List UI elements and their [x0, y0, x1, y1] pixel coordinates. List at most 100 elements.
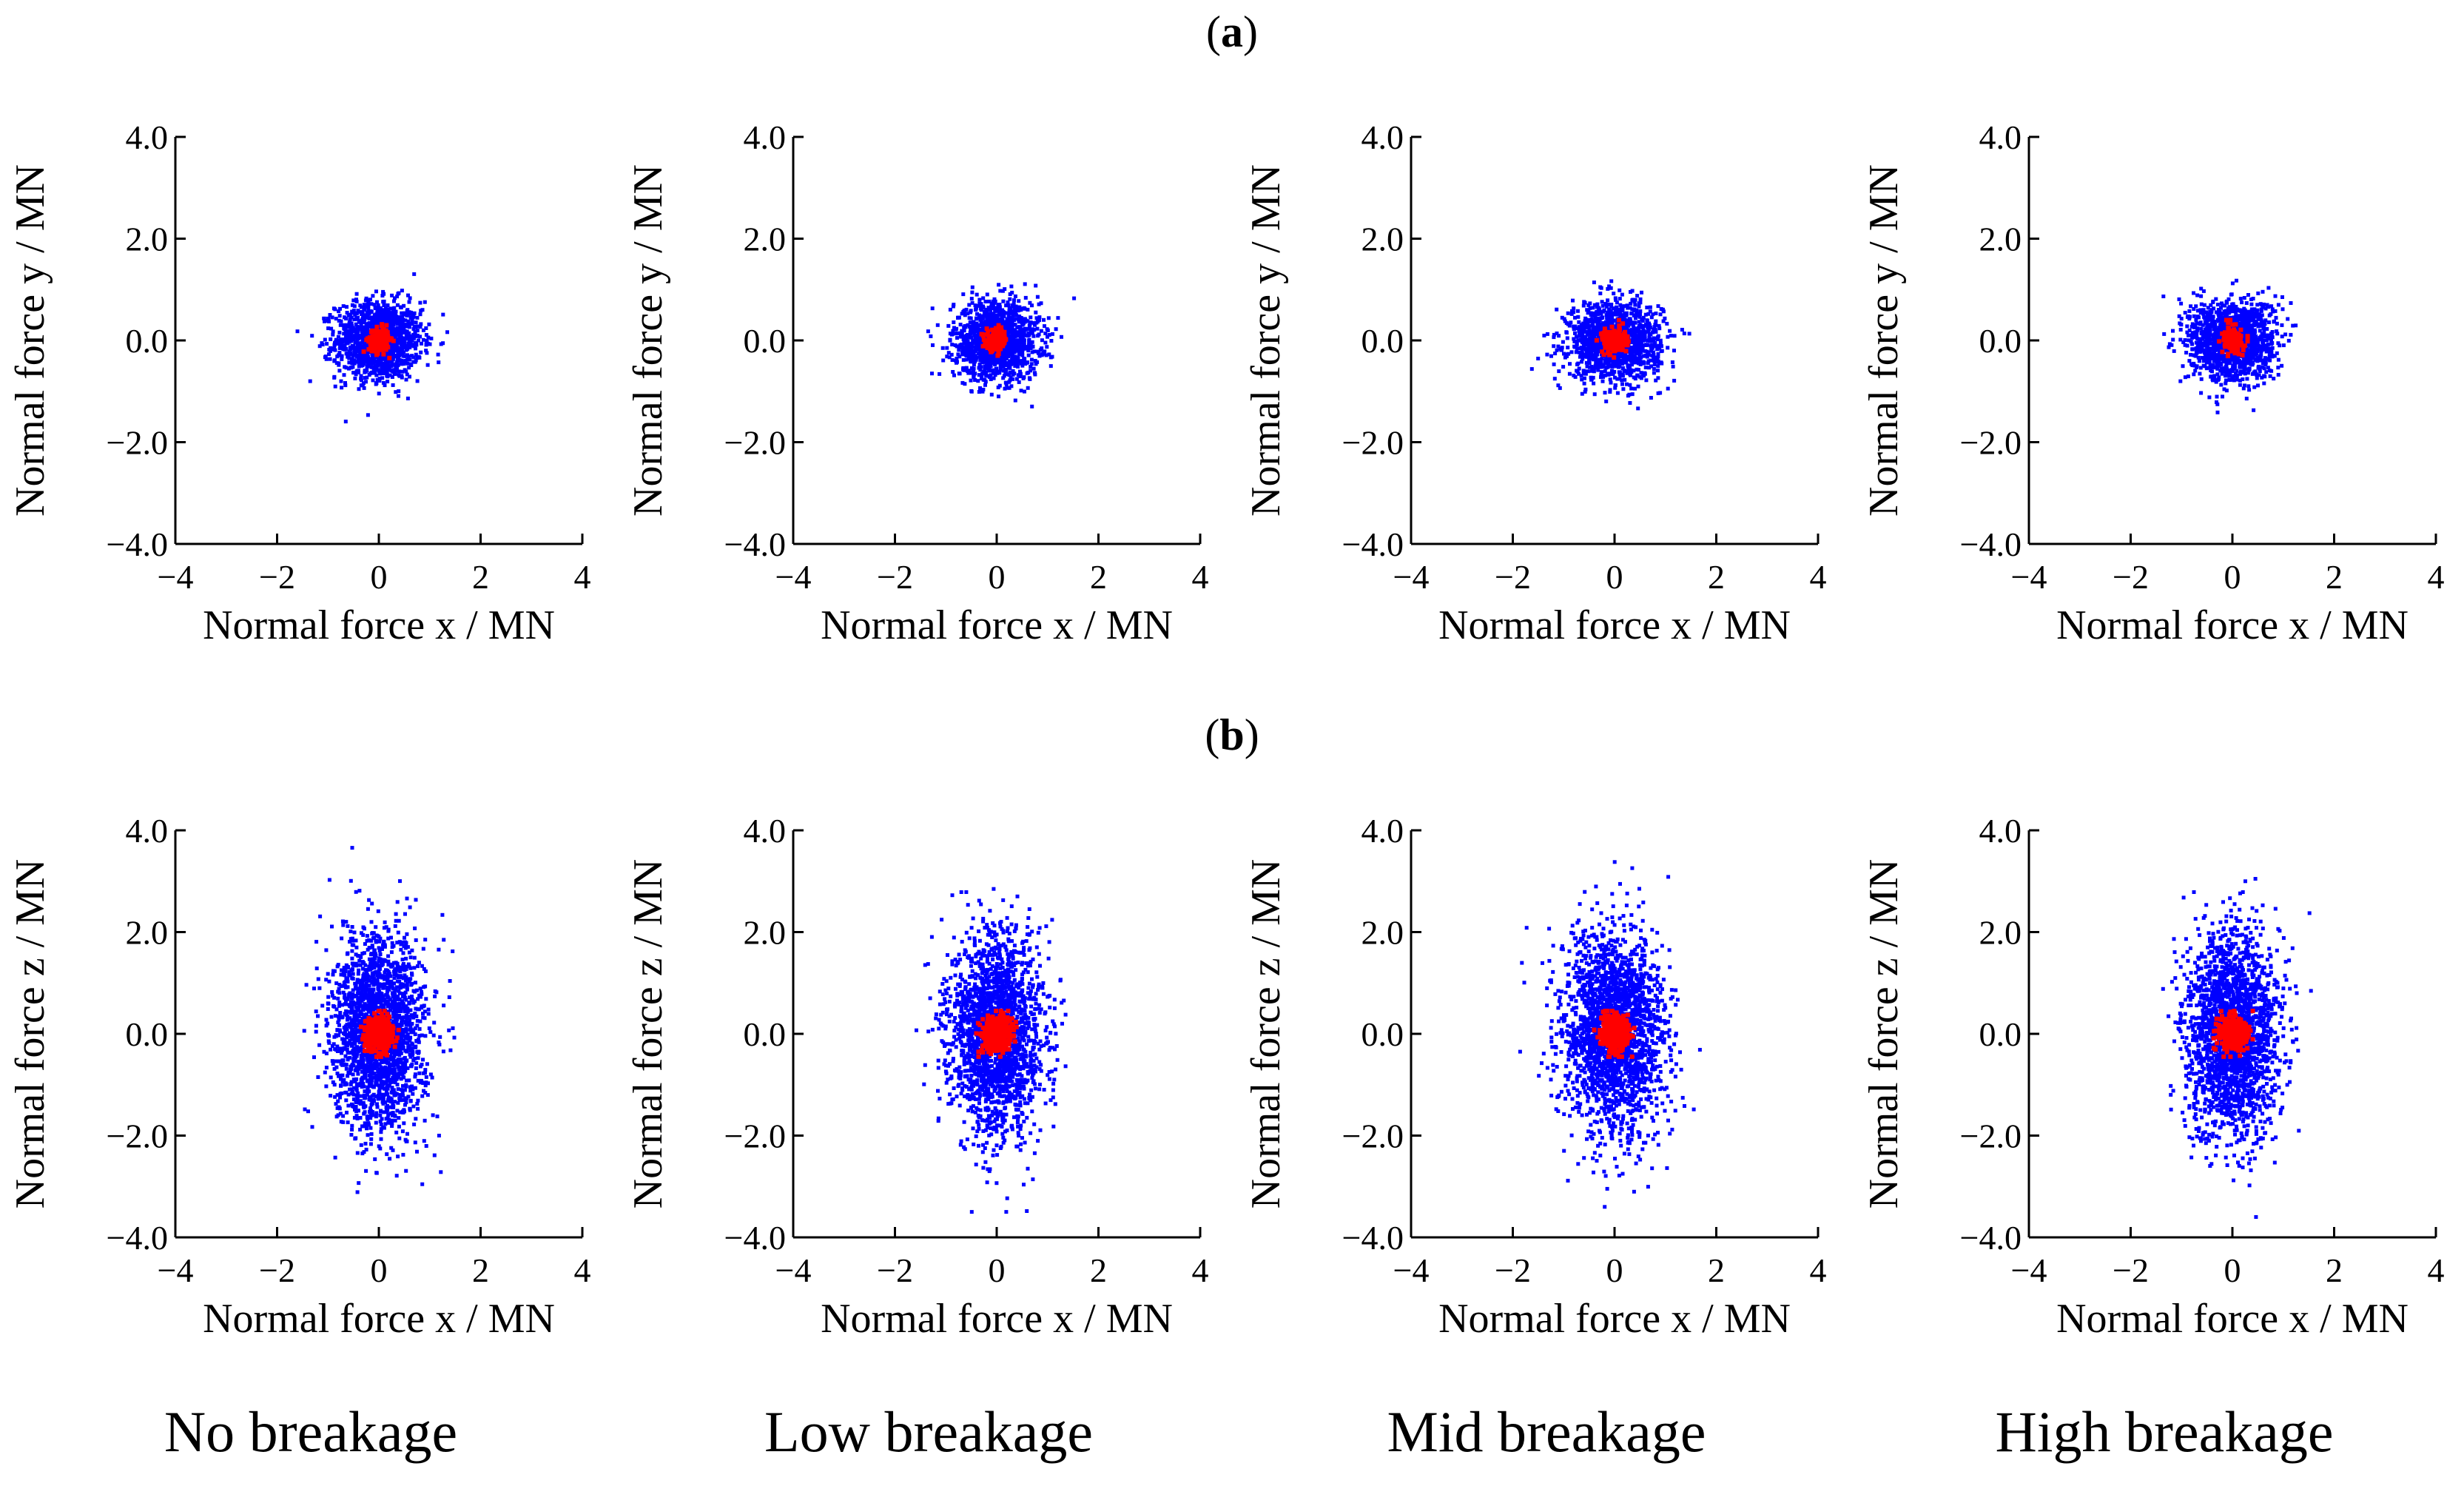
data-point — [1575, 339, 1579, 343]
data-point — [377, 379, 382, 383]
data-point — [1613, 383, 1618, 388]
data-point — [397, 369, 401, 374]
data-point — [1047, 352, 1051, 357]
data-point — [350, 303, 354, 307]
data-point — [1630, 363, 1634, 367]
data-point — [964, 350, 969, 354]
data-point — [976, 379, 980, 383]
data-point — [972, 363, 976, 367]
data-point — [992, 323, 997, 328]
data-point — [366, 302, 370, 306]
data-point — [999, 329, 1004, 334]
data-point — [998, 309, 1003, 313]
data-point — [985, 332, 990, 337]
data-point — [1633, 386, 1637, 391]
data-point — [930, 306, 935, 311]
data-point — [1592, 366, 1596, 371]
data-point — [931, 343, 935, 347]
data-point — [352, 361, 357, 366]
data-point — [333, 307, 337, 312]
data-point — [1018, 369, 1022, 374]
data-point — [1007, 380, 1011, 384]
data-point — [1054, 327, 1058, 332]
data-point — [334, 361, 339, 365]
data-point — [997, 371, 1002, 375]
data-point — [1060, 334, 1063, 339]
data-point — [372, 325, 377, 329]
data-point — [1033, 372, 1037, 377]
data-point — [985, 292, 989, 297]
data-point — [394, 312, 397, 316]
data-point — [1037, 318, 1041, 323]
data-point — [402, 312, 406, 317]
data-point — [380, 323, 384, 329]
data-point — [954, 332, 958, 336]
data-point — [1609, 324, 1615, 329]
data-point — [997, 327, 1001, 332]
data-point — [1023, 346, 1026, 351]
data-point — [977, 343, 981, 348]
data-point — [1014, 343, 1018, 347]
data-point — [1649, 315, 1654, 320]
data-point — [365, 313, 368, 317]
data-point — [983, 339, 988, 344]
data-point — [1661, 309, 1666, 314]
data-point — [331, 332, 335, 337]
data-point — [370, 326, 374, 330]
data-point — [946, 351, 951, 355]
data-point — [361, 349, 366, 354]
data-point — [1590, 313, 1595, 317]
data-point — [1625, 382, 1629, 386]
data-point — [1004, 327, 1009, 332]
data-point — [425, 341, 430, 346]
data-point — [424, 326, 428, 330]
data-point — [390, 375, 394, 379]
data-point — [1665, 321, 1669, 326]
data-point — [397, 353, 401, 357]
data-point — [980, 360, 984, 365]
data-point — [1019, 329, 1023, 333]
data-point — [421, 337, 425, 342]
data-point — [974, 341, 978, 346]
data-point — [1012, 298, 1016, 303]
data-point — [344, 352, 349, 356]
data-point — [1009, 343, 1014, 347]
data-point — [385, 358, 389, 363]
data-point — [1031, 334, 1036, 338]
data-point — [1030, 329, 1034, 333]
data-point — [2199, 294, 2204, 298]
data-point — [402, 329, 406, 334]
data-point — [395, 303, 400, 307]
data-point — [361, 381, 366, 386]
data-point — [395, 366, 400, 371]
data-point — [367, 373, 371, 377]
data-point — [1640, 349, 1645, 353]
data-point — [371, 361, 376, 366]
data-point — [359, 374, 363, 378]
data-point — [1672, 349, 1676, 353]
data-point — [372, 313, 377, 317]
data-point — [1002, 320, 1006, 325]
data-point — [960, 380, 965, 385]
data-point — [1036, 349, 1040, 354]
data-point — [374, 335, 380, 340]
data-point — [967, 354, 971, 358]
data-point — [414, 325, 418, 329]
data-point — [990, 306, 994, 310]
data-point — [338, 306, 342, 311]
data-point — [429, 336, 434, 340]
data-point — [355, 337, 360, 342]
y-axis-label: Normal force y / MN — [1243, 164, 1289, 517]
data-point — [1022, 342, 1026, 346]
data-point — [990, 327, 995, 332]
data-point — [418, 334, 423, 339]
data-point — [333, 340, 337, 344]
data-point — [1043, 340, 1048, 345]
data-point — [1006, 338, 1011, 343]
data-point — [338, 323, 343, 327]
data-point — [405, 396, 410, 400]
data-point — [1606, 298, 1610, 303]
data-point — [354, 312, 359, 316]
data-point — [1009, 325, 1014, 329]
